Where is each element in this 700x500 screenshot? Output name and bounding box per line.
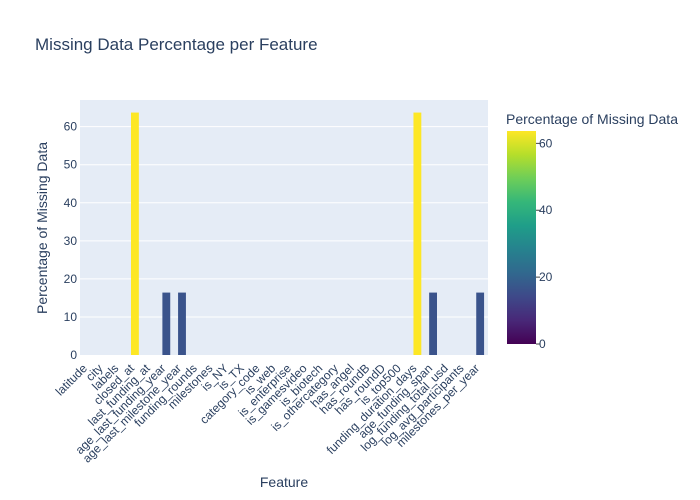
y-tick-label: 20 xyxy=(64,272,78,286)
colorbar-tick-label: 20 xyxy=(539,270,553,284)
colorbar-tick-label: 0 xyxy=(539,337,546,351)
y-tick-label: 50 xyxy=(64,158,78,172)
y-tick-label: 40 xyxy=(64,196,78,210)
y-ticks: 0 10 20 30 40 50 60 xyxy=(64,120,78,362)
x-axis-title: Feature xyxy=(260,474,308,490)
colorbar-tick-label: 40 xyxy=(539,203,553,217)
chart-title: Missing Data Percentage per Feature xyxy=(35,35,318,54)
y-tick-label: 30 xyxy=(64,234,78,248)
bar xyxy=(178,292,186,355)
y-tick-label: 0 xyxy=(70,348,77,362)
y-tick-label: 10 xyxy=(64,310,78,324)
colorbar-title: Percentage of Missing Data xyxy=(506,111,678,127)
bar xyxy=(413,112,422,356)
y-axis-title: Percentage of Missing Data xyxy=(34,142,50,314)
bar xyxy=(429,292,437,355)
x-tick-label: latitude xyxy=(53,361,90,398)
x-ticks: latitudecitylabelsclosed_atlast_funding_… xyxy=(53,361,483,466)
colorbar-tick-label: 60 xyxy=(539,136,553,150)
bar xyxy=(162,292,171,355)
colorbar xyxy=(507,131,536,344)
bar xyxy=(476,292,485,355)
y-tick-label: 60 xyxy=(64,120,78,134)
bar xyxy=(131,112,139,356)
colorbar-ticks: 0 20 40 60 xyxy=(536,136,553,351)
bars xyxy=(131,112,485,356)
